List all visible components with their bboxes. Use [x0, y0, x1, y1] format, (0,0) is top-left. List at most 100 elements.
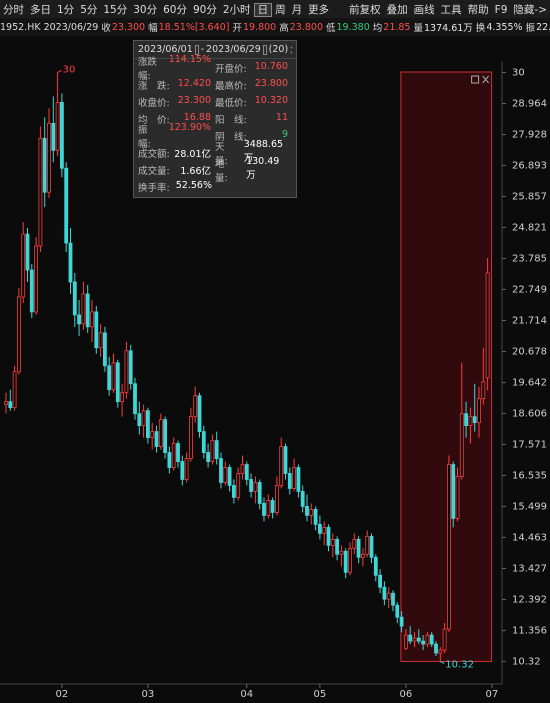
period-tab[interactable]: 2小时: [222, 3, 251, 16]
field-label: 阳 线:: [215, 114, 247, 126]
y-tick-label: 25.857: [512, 191, 547, 202]
field-value: 23.300: [177, 94, 211, 106]
quote-value: 23.800: [289, 21, 323, 33]
x-tick-label: 06: [400, 689, 413, 700]
period-tab[interactable]: 月: [291, 3, 303, 16]
period-tab[interactable]: 5分: [80, 3, 98, 16]
candle-body: [472, 416, 477, 424]
field-value: 23.800: [254, 77, 288, 89]
y-tick-label: 13.427: [512, 563, 547, 574]
candle-body: [201, 431, 206, 453]
candle-body: [283, 446, 288, 474]
candle-body: [391, 592, 395, 606]
tooltip-row: 收盘价: 23.300 最低价: 10.320: [134, 93, 296, 110]
candle-body: [322, 526, 327, 534]
tool-button[interactable]: 叠加: [386, 3, 408, 16]
date-icon[interactable]: [194, 44, 199, 55]
quote-label: 量: [413, 23, 423, 34]
period-tab[interactable]: 90分: [193, 3, 217, 16]
period-tab[interactable]: 15分: [103, 3, 128, 16]
x-tick-label: 07: [486, 689, 499, 700]
tool-button[interactable]: 帮助: [467, 3, 489, 16]
quote-value: 19.800: [242, 21, 277, 33]
field-label: 涨跌幅:: [138, 56, 158, 82]
y-tick-label: 21.714: [512, 315, 547, 326]
candle-body: [249, 479, 254, 492]
candle-body: [274, 485, 279, 513]
y-tick-label: 27.928: [512, 129, 547, 140]
y-tick-label: 12.392: [512, 594, 547, 605]
tool-button[interactable]: 工具: [440, 3, 462, 16]
candle-body: [421, 640, 426, 645]
field-label: 收盘价:: [138, 97, 170, 109]
candle-body: [21, 233, 26, 298]
candle-body: [103, 332, 107, 367]
quote-label: 收: [101, 23, 111, 34]
candle-body: [25, 233, 30, 271]
candle-body: [85, 293, 90, 328]
field-label: 均 价:: [138, 114, 170, 126]
candle-body: [68, 242, 73, 283]
tooltip-cell: 均 价: 16.88: [138, 112, 215, 126]
field-value: 11: [275, 111, 288, 123]
candle-body: [176, 443, 180, 462]
candle-body: [171, 443, 176, 468]
candle-body: [253, 482, 258, 492]
tooltip-row: 换手率: 52.56%: [134, 178, 296, 195]
box-icon: [471, 75, 480, 84]
candle-body: [47, 122, 51, 193]
candle-body: [373, 556, 378, 576]
quote-label: 低: [326, 23, 336, 34]
candle-body: [120, 392, 124, 403]
period-tab[interactable]: 更多: [308, 3, 330, 16]
candle-body: [150, 431, 155, 438]
candle-body: [141, 410, 146, 427]
candle-body: [72, 281, 77, 316]
close-icon[interactable]: [290, 46, 293, 54]
field-value: 10.760: [254, 60, 288, 72]
tool-button[interactable]: 隐藏->: [513, 3, 547, 16]
candle-body: [309, 509, 314, 516]
period-tab[interactable]: 30分: [133, 3, 158, 16]
start-date: 2023/06/01: [138, 44, 193, 55]
box-close: [482, 75, 489, 84]
y-tick-label: 23.785: [512, 253, 547, 264]
y-tick-label: 15.499: [512, 501, 547, 512]
candle-body: [442, 628, 447, 651]
toolbar: 分时 多日 1分 5分 15分 30分 60分 90分 2小时日周月更多 前复权 叠加 画线 工具 帮助 F…: [0, 0, 550, 18]
symbol: 1952.HK: [0, 21, 41, 33]
candle-body: [180, 461, 185, 480]
tool-button[interactable]: 画线: [413, 3, 435, 16]
tooltip-row: 均 价: 16.88 阳 线: 11: [134, 110, 296, 127]
field-label: 最低价:: [215, 97, 247, 109]
period-tab[interactable]: 多日: [30, 3, 51, 16]
tool-button[interactable]: F9: [494, 3, 508, 16]
candle-body: [231, 485, 236, 498]
candle-body: [292, 467, 297, 489]
candle-body: [270, 500, 275, 513]
candle-body: [197, 395, 202, 433]
candle-body: [335, 538, 340, 555]
candle-body: [382, 586, 387, 600]
tool-button[interactable]: 前复权: [349, 3, 381, 16]
date-icon[interactable]: [262, 44, 267, 55]
tooltip-row: 振 幅: 123.90% 阴 线: 9: [134, 122, 296, 150]
end-date: 2023/06/29: [206, 44, 261, 55]
period-tab[interactable]: 60分: [163, 3, 187, 16]
period-tab[interactable]: 周: [275, 3, 286, 16]
quote-value: 4.355%: [486, 21, 523, 33]
candle-body: [262, 503, 266, 516]
candle-body: [133, 383, 137, 415]
y-tick-label: 26.893: [512, 160, 547, 171]
y-tick-label: 19.642: [512, 377, 547, 388]
candle-body: [330, 538, 335, 546]
candle-body: [412, 637, 417, 642]
quote-value: 23.300: [111, 21, 146, 33]
field-value: 114.15%: [168, 53, 211, 65]
period-tab[interactable]: 日: [253, 2, 273, 17]
candle-body: [287, 473, 292, 489]
period-tab[interactable]: 分时: [3, 3, 24, 16]
field-value: 130.49万: [246, 155, 280, 181]
period-tab[interactable]: 1分: [57, 3, 75, 16]
candle-body: [90, 311, 94, 328]
